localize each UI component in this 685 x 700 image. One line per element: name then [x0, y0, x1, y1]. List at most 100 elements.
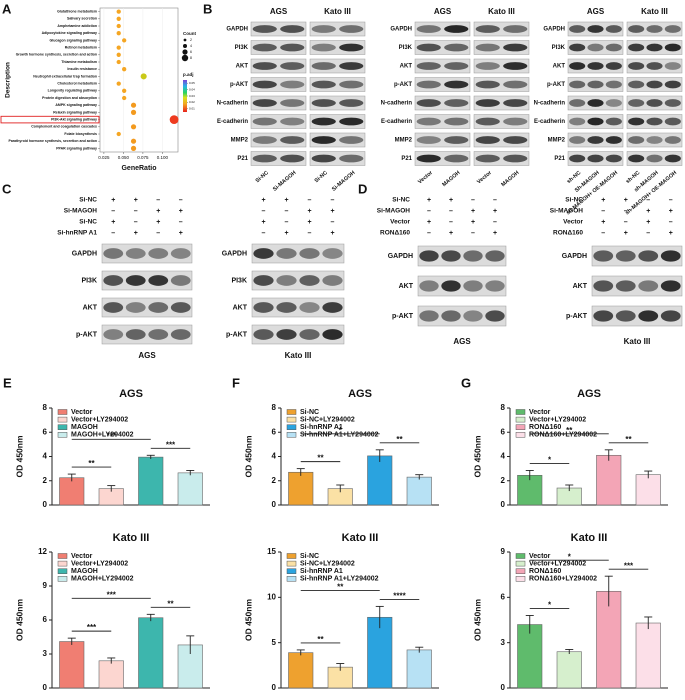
- bar: [517, 474, 543, 506]
- blot-band: [280, 154, 305, 163]
- legend-label: 0.04: [189, 87, 195, 91]
- legend-label: Si-hnRNP A1+LY294002: [300, 576, 379, 583]
- category-label: Complement and coagulation cascades: [31, 125, 97, 129]
- row-label: GAPDH: [562, 253, 587, 260]
- significance-label: **: [625, 435, 632, 444]
- blot-band: [441, 310, 461, 322]
- significance-label: *: [339, 426, 343, 435]
- bar: [367, 616, 393, 689]
- sign: –: [471, 230, 475, 237]
- condition-label: Si-NC: [392, 197, 410, 204]
- blot-band: [628, 99, 645, 107]
- legend-label: RONΔ160+LY294002: [529, 576, 597, 583]
- group-label: AGS: [587, 7, 605, 16]
- row-label: p-AKT: [392, 313, 414, 320]
- sign: +: [624, 230, 628, 237]
- blot-band: [463, 280, 483, 292]
- colorbar: [183, 80, 187, 112]
- y-tick-label: 8: [272, 403, 277, 412]
- blot-band: [660, 310, 681, 322]
- y-axis-label: OD 450nm: [472, 435, 482, 477]
- blot-band: [569, 136, 586, 144]
- blot-band: [311, 154, 336, 163]
- panel-label: A: [2, 1, 12, 16]
- blot-band: [615, 250, 636, 262]
- sign: +: [156, 219, 160, 226]
- blot-band: [148, 275, 169, 286]
- category-label: Neutrophil extracellular trap formation: [33, 74, 97, 78]
- legend-swatch: [57, 560, 68, 567]
- row-label: GAPDH: [390, 27, 412, 33]
- blot-band: [339, 117, 364, 126]
- bar: [138, 617, 164, 689]
- blot-band: [280, 136, 305, 144]
- legend-swatch: [286, 568, 297, 574]
- category-label: Parathyroid hormone synthesis, secretion…: [9, 139, 98, 143]
- dot: [140, 73, 147, 80]
- y-tick-label: 3: [501, 638, 506, 647]
- dot: [116, 45, 121, 50]
- category-label: Relaxin signaling pathway: [53, 110, 97, 114]
- row-label: PI3K: [399, 45, 413, 51]
- blot-band: [125, 275, 146, 286]
- category-label: Protein digestion and absorption: [42, 96, 97, 100]
- lane-label: Vector: [417, 170, 434, 186]
- blot-band: [638, 280, 659, 292]
- blot-band: [444, 80, 469, 89]
- sign: –: [601, 230, 605, 237]
- bar: [98, 660, 124, 689]
- sign: +: [449, 230, 453, 237]
- blot-band: [339, 62, 364, 70]
- y-tick-label: 8: [501, 403, 506, 412]
- sign: –: [262, 208, 266, 215]
- lane-label: Si-NC: [255, 170, 270, 184]
- blot-background: [101, 243, 193, 264]
- blot-band: [503, 99, 528, 107]
- blot-band: [416, 62, 441, 70]
- blot-band: [664, 117, 681, 126]
- legend-label: Vector+LY294002: [71, 416, 128, 423]
- row-label: PI3K: [81, 277, 97, 284]
- blot-band: [587, 136, 604, 144]
- blot-band: [485, 310, 505, 322]
- legend-label: Vector: [71, 553, 93, 560]
- panel-label: D: [358, 181, 367, 196]
- blot-band: [339, 154, 364, 163]
- sign: –: [669, 197, 673, 204]
- row-label: N-cadherin: [381, 101, 413, 107]
- blot-band: [311, 99, 336, 107]
- blot-band: [253, 248, 274, 259]
- legend-label: Si-NC+LY294002: [300, 416, 355, 423]
- blot-background: [101, 297, 193, 318]
- category-label: Growth hormone synthesis, secretion and …: [16, 53, 97, 57]
- category-label: Adipocytokine signaling pathway: [42, 31, 97, 35]
- blot-band: [605, 43, 622, 52]
- y-axis-label: OD 450nm: [14, 435, 24, 477]
- legend-swatch: [286, 409, 297, 415]
- chart-title: Kato III: [571, 532, 608, 544]
- sign: –: [262, 230, 266, 237]
- legend-dot: [182, 49, 188, 55]
- blot-band: [463, 310, 483, 322]
- legend-label: Vector+LY294002: [529, 416, 586, 423]
- sign: +: [471, 219, 475, 226]
- sign: –: [449, 219, 453, 226]
- category-label: Folate biosynthesis: [64, 132, 97, 136]
- y-tick-label: 6: [43, 427, 48, 436]
- dot: [122, 88, 127, 93]
- sign: +: [330, 230, 334, 237]
- y-tick-label: 0: [43, 683, 48, 692]
- category-label: Insulin resistance: [67, 67, 97, 71]
- row-label: AKT: [83, 304, 98, 311]
- row-label: p-AKT: [76, 331, 98, 338]
- y-axis-label: Description: [5, 62, 12, 98]
- significance-label: **: [88, 459, 95, 468]
- blot-background: [251, 324, 345, 345]
- blot-band: [280, 117, 305, 126]
- chart-title: Kato III: [113, 532, 150, 544]
- blot-band: [638, 310, 659, 322]
- sign: +: [179, 208, 183, 215]
- chart-title: AGS: [577, 388, 601, 400]
- legend-dot: [183, 44, 187, 48]
- group-label: Kato III: [641, 7, 668, 16]
